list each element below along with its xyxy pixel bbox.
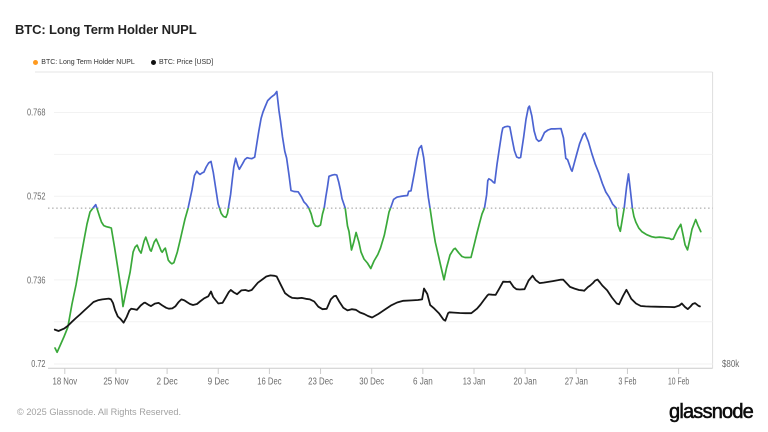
svg-text:0.752: 0.752 [27, 191, 46, 202]
svg-text:30 Dec: 30 Dec [359, 377, 384, 388]
svg-text:6 Jan: 6 Jan [413, 377, 433, 388]
svg-text:13 Jan: 13 Jan [463, 377, 486, 388]
svg-text:16 Dec: 16 Dec [257, 377, 281, 388]
svg-text:0.768: 0.768 [27, 108, 46, 119]
svg-text:10 Feb: 10 Feb [668, 377, 689, 388]
svg-text:23 Dec: 23 Dec [308, 377, 333, 388]
svg-text:25 Nov: 25 Nov [103, 377, 128, 388]
svg-text:3 Feb: 3 Feb [618, 377, 636, 388]
svg-text:20 Jan: 20 Jan [514, 377, 537, 388]
svg-text:$80k: $80k [722, 359, 740, 370]
svg-text:18 Nov: 18 Nov [53, 377, 78, 388]
svg-text:2 Dec: 2 Dec [156, 377, 177, 388]
svg-text:0.72: 0.72 [31, 359, 46, 370]
svg-text:0.736: 0.736 [27, 275, 46, 286]
svg-text:9 Dec: 9 Dec [208, 377, 229, 388]
svg-text:27 Jan: 27 Jan [565, 377, 588, 388]
